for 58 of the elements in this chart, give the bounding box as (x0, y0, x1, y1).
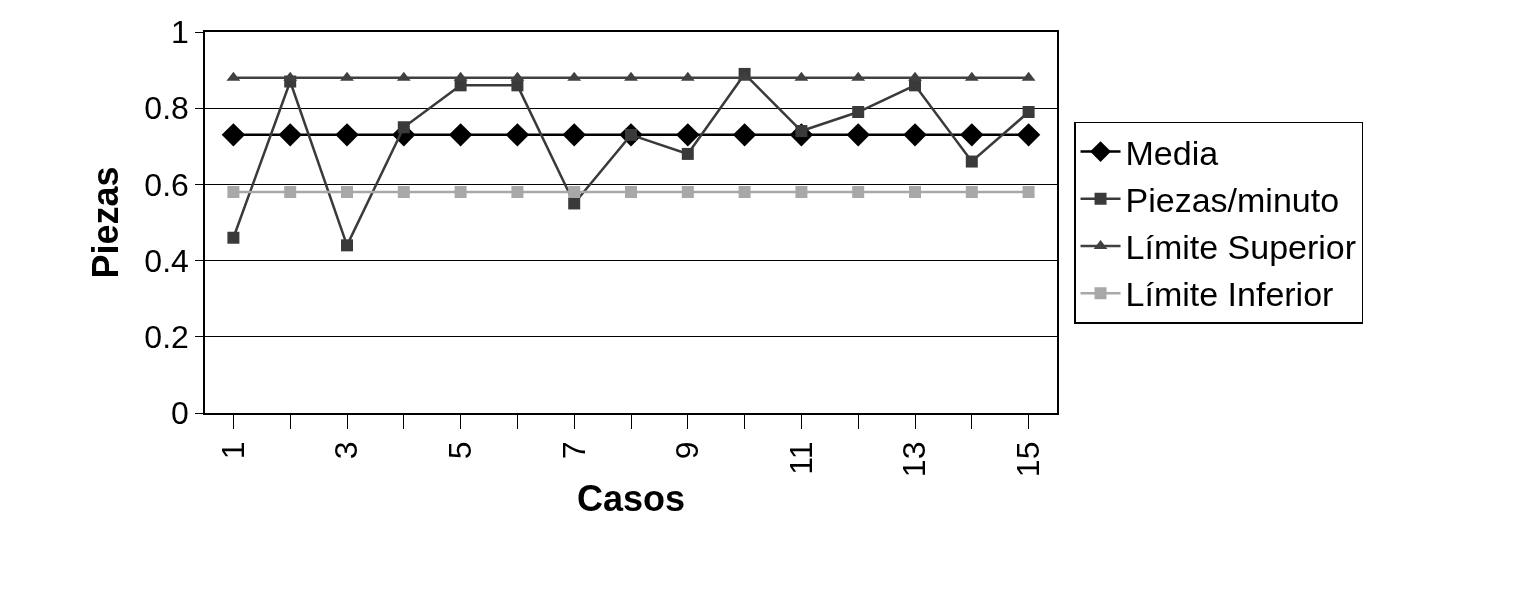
x-tick-label: 5 (442, 441, 478, 460)
point (846, 123, 870, 147)
point (965, 155, 978, 168)
x-tick-label: 11 (782, 441, 819, 475)
point (965, 186, 978, 199)
point (397, 186, 410, 199)
point (505, 123, 530, 147)
point (340, 71, 354, 81)
x-tick-label: 13 (896, 441, 933, 478)
point (454, 186, 467, 199)
point (732, 123, 757, 147)
point (1022, 186, 1035, 199)
y-tick-label: 1 (171, 14, 189, 51)
point (341, 186, 353, 199)
point (909, 186, 921, 199)
point (738, 186, 751, 199)
point (227, 186, 240, 199)
point (624, 71, 638, 81)
point (397, 121, 410, 134)
x-axis-title: Casos (576, 478, 686, 520)
legend-label: Media (1125, 133, 1219, 172)
y-tick-label: 0.6 (144, 166, 189, 203)
point (960, 123, 984, 147)
x-tick-label: 9 (669, 441, 706, 460)
point (795, 186, 808, 199)
point (625, 186, 637, 199)
point (335, 123, 359, 147)
legend-label: Límite Superior (1125, 228, 1357, 267)
point (903, 123, 927, 147)
point (568, 197, 581, 210)
point (278, 123, 302, 147)
x-tick-label: 7 (555, 441, 592, 460)
point (908, 71, 922, 81)
point (227, 231, 240, 244)
point (1016, 123, 1041, 147)
x-tick-label: 3 (328, 441, 365, 460)
y-axis-title: Piezas (84, 166, 126, 279)
x-tick-label: 1 (214, 441, 251, 460)
y-tick-label: 0.2 (144, 319, 189, 355)
x-tick-label: 15 (1010, 441, 1046, 478)
point (221, 123, 246, 147)
legend-label: Piezas/minuto (1125, 181, 1340, 220)
point (681, 186, 694, 199)
point (284, 186, 297, 199)
point (341, 239, 353, 252)
point (681, 147, 694, 160)
point (852, 106, 865, 119)
point (562, 123, 586, 147)
point (568, 186, 581, 199)
y-tick-label: 0 (171, 395, 189, 432)
point (1022, 106, 1035, 119)
point (511, 186, 524, 199)
point (448, 123, 473, 147)
y-tick-label: 0.4 (144, 242, 189, 279)
y-tick-label: 0.8 (144, 90, 189, 127)
point (852, 186, 865, 199)
point (676, 123, 700, 147)
legend-label: Límite Inferior (1125, 275, 1334, 314)
